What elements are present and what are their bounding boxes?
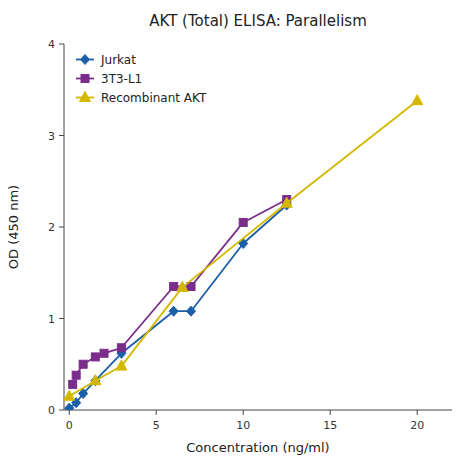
series-line <box>69 101 417 397</box>
plot-area <box>64 95 423 410</box>
point <box>117 344 125 352</box>
axes: 0 5 10 15 20 0 1 2 3 4 <box>48 38 452 432</box>
background <box>0 0 474 468</box>
legend-label: Jurkat <box>100 53 136 67</box>
y-tick <box>59 135 64 136</box>
series <box>64 95 423 401</box>
x-tick <box>156 410 157 415</box>
point <box>69 380 77 388</box>
y-tick-label: 0 <box>48 404 55 417</box>
legend-label: Recombinant AKT <box>101 91 207 105</box>
point <box>91 376 100 386</box>
legend: Jurkat 3T3-L1 Recombinant AKT <box>76 53 207 105</box>
point <box>281 197 292 207</box>
y-tick-label: 3 <box>48 130 55 143</box>
x-tick <box>243 410 244 415</box>
y-tick-label: 1 <box>48 313 55 326</box>
x-axis-line <box>64 410 452 411</box>
x-tick-label: 15 <box>323 419 337 432</box>
y-tick <box>59 44 64 45</box>
y-tick <box>59 410 64 411</box>
point <box>116 360 127 370</box>
point <box>187 306 196 316</box>
legend-marker <box>80 92 91 102</box>
point <box>169 306 178 316</box>
point <box>72 371 80 379</box>
legend-marker <box>81 55 90 65</box>
y-tick-label: 4 <box>48 38 55 51</box>
title: AKT (Total) ELISA: Parallelism <box>149 12 367 30</box>
legend-label: 3T3-L1 <box>101 72 142 86</box>
x-tick-label: 20 <box>410 419 424 432</box>
point <box>100 349 108 357</box>
x-tick <box>330 410 331 415</box>
point <box>64 390 75 400</box>
x-tick <box>417 410 418 415</box>
point <box>91 353 99 361</box>
chart: 0 5 10 15 20 0 1 2 3 4 AKT (Total) ELISA: Parallel… <box>0 0 474 468</box>
point <box>412 95 423 105</box>
y-tick <box>59 318 64 319</box>
x-tick-label: 5 <box>153 419 160 432</box>
point <box>239 218 247 226</box>
x-axis-label: Concentration (ng/ml) <box>186 440 329 455</box>
point <box>90 375 101 385</box>
legend-marker <box>81 75 89 83</box>
point <box>65 403 74 410</box>
y-tick-label: 2 <box>48 221 55 234</box>
y-axis-label: OD (450 nm) <box>6 185 21 269</box>
point <box>170 282 178 290</box>
point <box>177 281 188 291</box>
x-tick <box>69 410 70 415</box>
y-tick <box>59 227 64 228</box>
point <box>79 360 87 368</box>
x-tick-label: 0 <box>66 419 73 432</box>
x-tick-label: 10 <box>236 419 250 432</box>
